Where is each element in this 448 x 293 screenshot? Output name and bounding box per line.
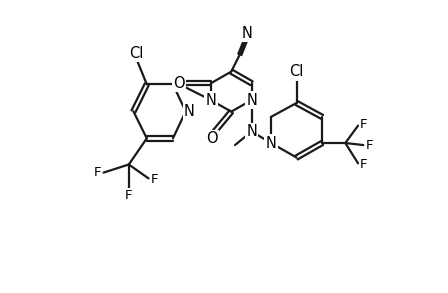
Text: N: N bbox=[242, 26, 253, 41]
Text: O: O bbox=[173, 76, 185, 91]
Text: Cl: Cl bbox=[129, 46, 143, 61]
Text: F: F bbox=[151, 173, 159, 186]
Text: Cl: Cl bbox=[289, 64, 303, 79]
Text: F: F bbox=[360, 158, 368, 171]
Text: F: F bbox=[94, 166, 101, 179]
Text: N: N bbox=[266, 136, 276, 151]
Text: N: N bbox=[184, 104, 195, 119]
Text: N: N bbox=[246, 93, 257, 108]
Text: N: N bbox=[246, 124, 257, 139]
Text: N: N bbox=[206, 93, 216, 108]
Text: O: O bbox=[207, 132, 218, 146]
Text: F: F bbox=[125, 189, 132, 202]
Text: F: F bbox=[360, 118, 368, 131]
Text: F: F bbox=[366, 139, 374, 151]
